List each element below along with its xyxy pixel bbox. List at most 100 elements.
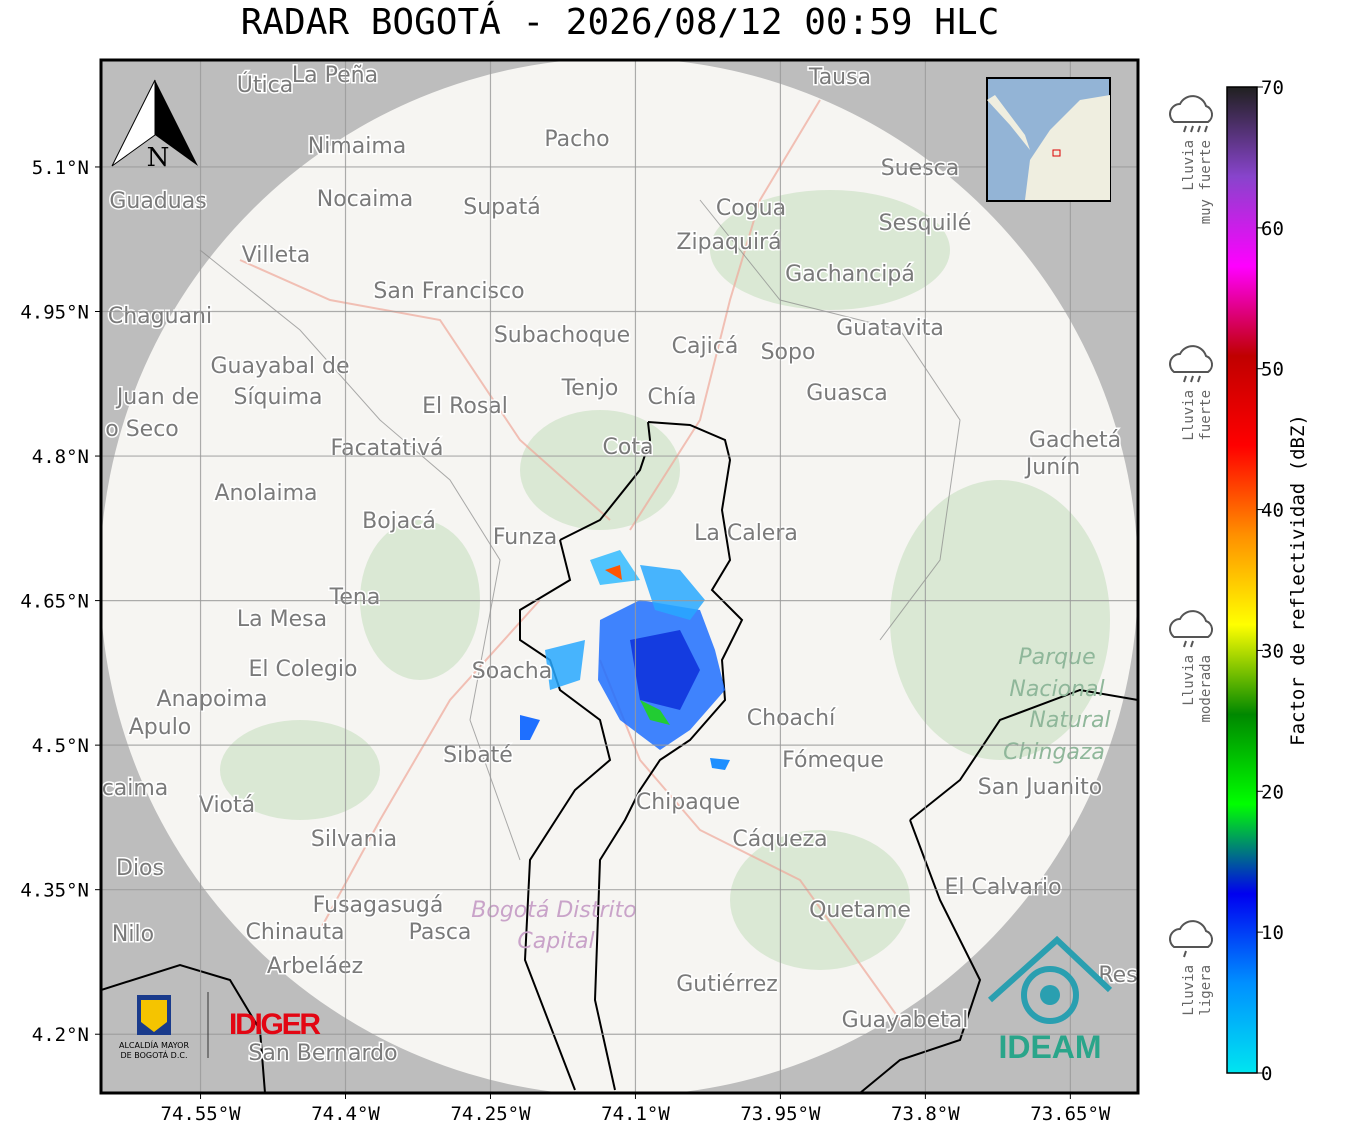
place-label: Guatavita [836, 316, 944, 341]
place-label: Anapoima [157, 687, 268, 712]
place-label: Guayabal de [210, 354, 349, 379]
title: RADAR BOGOTÁ - 2026/08/12 00:59 HLC [241, 1, 1000, 43]
rain-drop [1204, 125, 1208, 133]
place-label: Pasca [409, 920, 472, 945]
place-label: Chipaque [636, 790, 740, 815]
place-label: Guaduas [109, 189, 206, 214]
rain-drop [1197, 125, 1201, 133]
terrain [220, 190, 1110, 970]
park-label: Parque [1018, 645, 1095, 670]
rain-icon [1169, 95, 1213, 123]
place-label: caima [102, 776, 169, 801]
place-label: Guasca [806, 381, 888, 406]
place-label: Síquima [233, 385, 322, 410]
place-label: Zipaquirá [676, 230, 781, 255]
place-label: Choachí [747, 706, 836, 731]
place-label: San Francisco [373, 279, 524, 304]
place-label: Suesca [881, 156, 959, 181]
place-label: Gachetá [1029, 428, 1121, 453]
district-label: Bogotá Distrito [471, 898, 636, 923]
place-label: Pacho [544, 127, 609, 152]
place-label: Cogua [716, 196, 786, 221]
colorbar-tick-label: 30 [1261, 640, 1284, 662]
x-tick-label: 74.4°W [311, 1103, 380, 1125]
legend-label: Lluvia [1181, 140, 1197, 191]
place-label: Sopo [761, 340, 816, 365]
boundaries [199, 199, 961, 861]
y-tick-label: 4.95°N [20, 302, 89, 324]
park-label: Nacional [1009, 677, 1104, 702]
place-label: La Calera [694, 521, 798, 546]
rain-drop [1190, 375, 1194, 383]
place-label: Anolaima [214, 481, 317, 506]
colorbar-tick-label: 10 [1261, 922, 1284, 944]
place-label: San Juanito [978, 775, 1102, 800]
legend-label: moderada [1198, 655, 1214, 722]
rain-drop [1183, 125, 1187, 133]
place-label: Tenjo [561, 376, 619, 401]
place-label: Tena [329, 585, 381, 610]
legend-label: Lluvia [1181, 390, 1197, 441]
y-tick-label: 4.65°N [20, 591, 89, 613]
colorbar-tick-label: 60 [1261, 218, 1284, 240]
place-label: Gutiérrez [676, 972, 778, 997]
colorbar-tick-label: 70 [1261, 77, 1284, 99]
place-label: Fusagasugá [313, 893, 444, 918]
place-label: o Seco [105, 417, 179, 442]
north-label: N [147, 143, 170, 173]
rain-drop [1183, 640, 1187, 648]
legend-label: Lluvia [1181, 655, 1197, 706]
legend-label: fuerte [1198, 390, 1214, 441]
radar-echoes [520, 550, 730, 770]
place-label: El Calvario [944, 875, 1061, 900]
colorbar-tick-label: 50 [1261, 359, 1284, 381]
place-label: Soacha [472, 659, 552, 684]
district-label: Capital [517, 929, 594, 954]
place-label: Cajicá [672, 334, 739, 359]
rain-icon [1169, 610, 1213, 638]
x-tick-label: 74.1°W [601, 1103, 670, 1125]
legend-label: Lluvia [1181, 965, 1197, 1016]
place-label: Chaguani [108, 304, 212, 329]
ideam-label: IDEAM [998, 1029, 1101, 1065]
y-tick-label: 4.8°N [32, 446, 89, 468]
y-tick-label: 4.2°N [32, 1024, 89, 1046]
colorbar [1226, 86, 1258, 1074]
rain-drop [1190, 125, 1194, 133]
rain-drop [1190, 640, 1194, 648]
place-label: Tausa [808, 65, 871, 90]
place-label: Res [1098, 963, 1137, 988]
y-tick-label: 4.35°N [20, 880, 89, 902]
alcaldia-logo: ALCALDÍA MAYOR DE BOGOTÁ D.C. IDIGER [119, 992, 321, 1060]
place-label: Viotá [199, 793, 255, 818]
place-label: Funza [493, 525, 557, 550]
place-label: Facatativá [330, 436, 443, 461]
place-label: Junín [1024, 455, 1080, 480]
colorbar-label: Factor de reflectividad (dBZ) [1287, 414, 1309, 746]
place-label: Fómeque [782, 748, 884, 773]
place-label: La Peña [292, 63, 378, 88]
legend-label: ligera [1198, 965, 1214, 1016]
alcaldia-line-2: DE BOGOTÁ D.C. [120, 1049, 187, 1060]
place-label: San Bernardo [248, 1041, 397, 1066]
place-label: El Rosal [422, 394, 508, 419]
place-label: Gachancipá [785, 262, 915, 287]
x-tick-label: 73.8°W [891, 1103, 960, 1125]
inset-map [986, 77, 1111, 202]
place-label: Apulo [129, 715, 192, 740]
idiger-logo: IDIGER [229, 1008, 321, 1041]
colorbar-tick-label: 0 [1261, 1063, 1272, 1085]
place-label: Quetame [809, 898, 911, 923]
place-label: La Mesa [237, 607, 327, 632]
north-arrow: N [111, 79, 198, 173]
district-outline [101, 421, 1138, 1093]
place-label: Nocaima [317, 187, 414, 212]
park-label: Chingaza [1003, 740, 1105, 765]
place-label: Juan de [115, 385, 199, 410]
place-label: Sibaté [443, 743, 513, 768]
place-label: Nimaima [308, 134, 407, 159]
rain-icon [1169, 920, 1213, 948]
colorbar-tick-label: 40 [1261, 500, 1284, 522]
place-label: Dios [116, 856, 164, 881]
